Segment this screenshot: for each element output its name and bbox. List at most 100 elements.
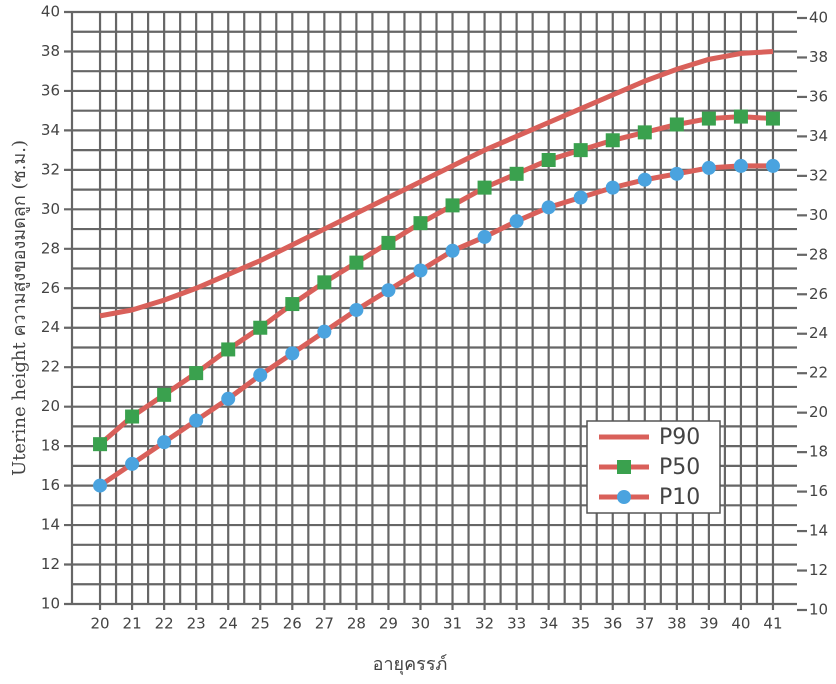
y-tick-label: 38 bbox=[41, 42, 60, 60]
marker bbox=[509, 166, 524, 181]
x-tick-label: 39 bbox=[699, 615, 718, 633]
marker bbox=[157, 387, 172, 402]
x-axis-label: อายุครรภ์ bbox=[373, 654, 448, 675]
x-tick-label: 22 bbox=[155, 615, 174, 633]
y2-tick-label: 34 bbox=[809, 127, 828, 145]
legend-label: P10 bbox=[659, 485, 700, 510]
legend-marker bbox=[617, 460, 631, 474]
y-tick-label: 26 bbox=[41, 279, 60, 297]
x-tick-label: 35 bbox=[571, 615, 590, 633]
series-line bbox=[99, 48, 774, 319]
x-tick-label: 26 bbox=[283, 615, 302, 633]
y-tick-label: 22 bbox=[41, 358, 60, 376]
y-tick-label: 24 bbox=[41, 318, 60, 336]
y2-tick-label: 20 bbox=[809, 403, 828, 421]
marker bbox=[221, 391, 236, 406]
y-tick-label: 12 bbox=[41, 555, 60, 573]
x-tick-label: 38 bbox=[667, 615, 686, 633]
x-tick-label: 28 bbox=[347, 615, 366, 633]
y-axis-label: Uterine height ความสูงของมดลูก (ซ.ม.) bbox=[9, 140, 30, 476]
y2-tick-label: 12 bbox=[809, 561, 828, 579]
marker bbox=[637, 125, 652, 140]
legend-label: P50 bbox=[659, 455, 700, 480]
marker bbox=[765, 111, 780, 126]
marker bbox=[733, 109, 748, 124]
x-tick-label: 37 bbox=[635, 615, 654, 633]
marker bbox=[541, 200, 556, 215]
marker bbox=[637, 172, 652, 187]
y2-tick-label: 18 bbox=[809, 443, 828, 461]
marker bbox=[445, 198, 460, 213]
y-tick-label: 20 bbox=[41, 397, 60, 415]
x-tick-label: 34 bbox=[539, 615, 558, 633]
x-tick-label: 32 bbox=[475, 615, 494, 633]
marker bbox=[765, 158, 780, 173]
marker bbox=[573, 190, 588, 205]
marker bbox=[285, 346, 300, 361]
marker bbox=[381, 235, 396, 250]
y2-tick-label: 30 bbox=[809, 206, 828, 224]
marker bbox=[477, 229, 492, 244]
marker bbox=[189, 413, 204, 428]
y2-tick-label: 28 bbox=[809, 245, 828, 263]
y-tick-label: 16 bbox=[41, 476, 60, 494]
y2-tick-label: 10 bbox=[809, 601, 828, 619]
y-tick-label: 40 bbox=[41, 3, 60, 21]
marker bbox=[253, 368, 268, 383]
y-tick-label: 28 bbox=[41, 239, 60, 257]
y-tick-label: 32 bbox=[41, 160, 60, 178]
marker bbox=[285, 297, 300, 312]
y-tick-label: 14 bbox=[41, 516, 60, 534]
x-tick-label: 21 bbox=[123, 615, 142, 633]
marker bbox=[669, 117, 684, 132]
series-line bbox=[98, 114, 774, 447]
y-tick-label: 36 bbox=[41, 81, 60, 99]
marker bbox=[349, 255, 364, 270]
marker bbox=[477, 180, 492, 195]
marker bbox=[733, 158, 748, 173]
x-tick-label: 25 bbox=[251, 615, 270, 633]
marker bbox=[125, 456, 140, 471]
x-tick-label: 20 bbox=[90, 615, 109, 633]
marker bbox=[157, 435, 172, 450]
marker bbox=[413, 216, 428, 231]
x-tick-label: 30 bbox=[411, 615, 430, 633]
marker bbox=[93, 478, 108, 493]
marker bbox=[349, 302, 364, 317]
y2-tick-label: 22 bbox=[809, 364, 828, 382]
marker bbox=[509, 214, 524, 229]
marker bbox=[669, 166, 684, 181]
y2-tick-label: 36 bbox=[809, 87, 828, 105]
marker bbox=[317, 275, 332, 290]
y2-tick-label: 40 bbox=[809, 9, 828, 27]
x-tick-label: 23 bbox=[187, 615, 206, 633]
y2-tick-label: 24 bbox=[809, 324, 828, 342]
series-line bbox=[98, 163, 773, 488]
x-tick-label: 41 bbox=[763, 615, 782, 633]
x-tick-label: 27 bbox=[315, 615, 334, 633]
x-tick-label: 33 bbox=[507, 615, 526, 633]
marker bbox=[381, 283, 396, 298]
marker bbox=[605, 133, 620, 148]
y2-tick-label: 38 bbox=[809, 48, 828, 66]
legend-label: P90 bbox=[659, 425, 700, 450]
marker bbox=[541, 153, 556, 167]
y-tick-label: 30 bbox=[41, 200, 60, 218]
marker bbox=[221, 342, 236, 357]
marker bbox=[253, 320, 268, 335]
marker bbox=[701, 111, 716, 126]
marker bbox=[317, 324, 332, 339]
marker bbox=[605, 180, 620, 195]
y2-tick-label: 16 bbox=[809, 482, 828, 500]
x-tick-label: 29 bbox=[379, 615, 398, 633]
y2-tick-label: 32 bbox=[809, 166, 828, 184]
y2-tick-label: 14 bbox=[809, 522, 828, 540]
y-tick-label: 18 bbox=[41, 437, 60, 455]
marker bbox=[573, 143, 588, 158]
marker bbox=[445, 243, 460, 258]
marker bbox=[413, 263, 428, 278]
marker bbox=[701, 160, 716, 175]
x-tick-label: 40 bbox=[731, 615, 750, 633]
